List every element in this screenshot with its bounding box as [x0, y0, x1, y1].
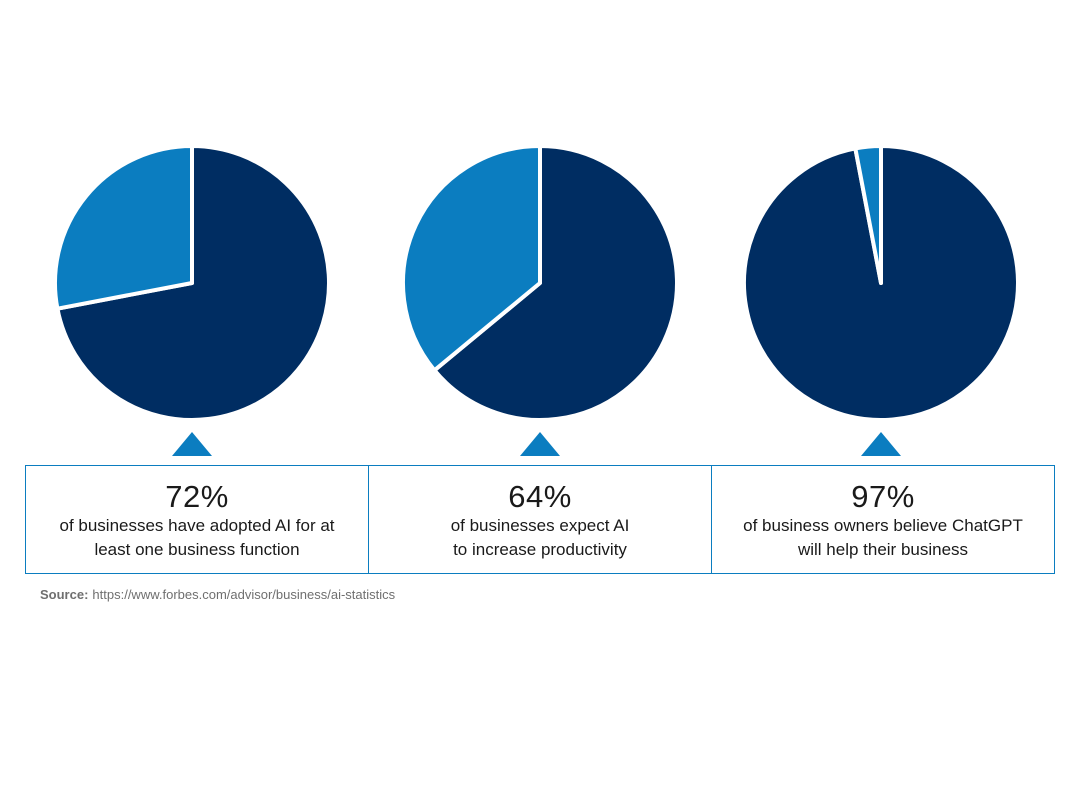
pie-3-slice-2 [853, 144, 883, 285]
stat-description-1-line-2: least one business function [94, 540, 300, 559]
pie-2-slice-1 [432, 144, 679, 422]
stat-cell-1: 72% of businesses have adopted AI for at… [26, 466, 368, 573]
stat-cell-3: 97% of business owners believe ChatGPT w… [711, 466, 1054, 573]
source-label: Source: [40, 587, 89, 602]
pie-charts [53, 144, 1020, 456]
stat-value-1: 72% [165, 479, 229, 514]
stat-description-3: of business owners believe ChatGPT will … [712, 514, 1054, 562]
stat-cell-2: 64% of businesses expect AI to increase … [368, 466, 711, 573]
pointer-triangle-3 [861, 432, 901, 456]
stat-value-2: 64% [508, 479, 572, 514]
source-note: Source: https://www.forbes.com/advisor/bu… [40, 587, 395, 602]
pie-2-slice-2 [401, 144, 542, 373]
source-url[interactable]: https://www.forbes.com/advisor/business/… [92, 587, 396, 602]
stat-description-2: of businesses expect AI to increase prod… [369, 514, 711, 562]
pointer-triangle-1 [172, 432, 212, 456]
stat-description-2-line-2: to increase productivity [453, 540, 627, 559]
stat-description-1: of businesses have adopted AI for at lea… [26, 514, 368, 562]
pie-1-slice-2 [53, 144, 194, 311]
stat-description-3-line-2: will help their business [797, 540, 969, 559]
stat-description-1-line-1: of businesses have adopted AI for at [59, 516, 335, 535]
pointer-triangle-2 [520, 432, 560, 456]
stat-description-3-line-1: of business owners believe ChatGPT [743, 516, 1023, 535]
stats-panel: 72% of businesses have adopted AI for at… [25, 465, 1055, 574]
stat-description-2-line-1: of businesses expect AI [450, 516, 630, 535]
stat-value-3: 97% [851, 479, 915, 514]
